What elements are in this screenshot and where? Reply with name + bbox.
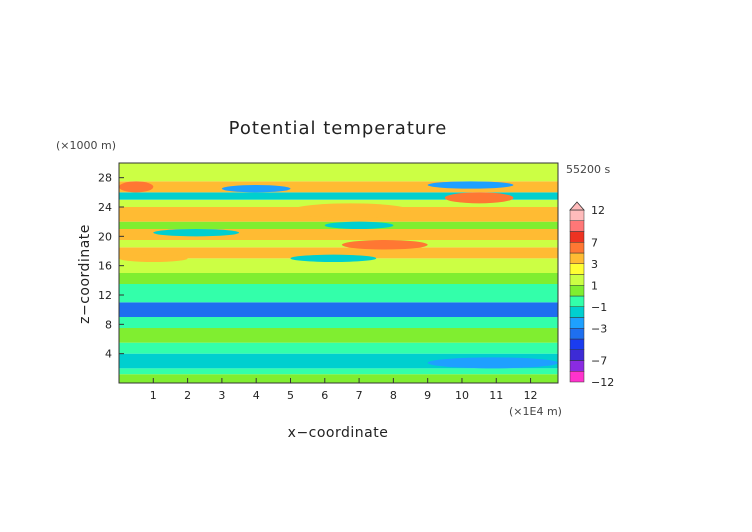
field-band-18 bbox=[119, 163, 558, 182]
colorbar-swatch-1 bbox=[569, 360, 585, 372]
x-tick-label-2: 3 bbox=[218, 389, 225, 402]
colorbar-swatch-5 bbox=[569, 317, 585, 329]
field-blob-5 bbox=[119, 181, 154, 193]
y-tick-label-3: 16 bbox=[98, 260, 112, 273]
colorbar-swatch-11 bbox=[569, 252, 585, 264]
colorbar-swatch-6 bbox=[569, 306, 585, 318]
colorbar-label-3: 1 bbox=[591, 279, 598, 292]
x-tick-label-6: 7 bbox=[356, 389, 363, 402]
colorbar-swatch-8 bbox=[569, 285, 585, 297]
field-band-12 bbox=[119, 229, 558, 240]
y-tick-label-0: 4 bbox=[105, 348, 112, 361]
colorbar-swatch-7 bbox=[569, 295, 585, 307]
y-tick-label-6: 28 bbox=[98, 172, 112, 185]
field-band-11 bbox=[119, 240, 558, 248]
y-axis-ticks: 4 8 12 16 20 24 28 bbox=[98, 172, 124, 361]
colorbar-label-4: −1 bbox=[591, 301, 607, 314]
colorbar-label-7: −12 bbox=[591, 376, 614, 389]
field-blob-9 bbox=[290, 254, 377, 262]
x-axis-label: x−coordinate bbox=[288, 425, 389, 441]
colorbar-label-5: −3 bbox=[591, 322, 607, 335]
x-tick-label-3: 4 bbox=[253, 389, 260, 402]
colorbar-swatch-12 bbox=[569, 242, 585, 254]
field-blob-1 bbox=[119, 306, 205, 314]
field-blob-8 bbox=[119, 254, 188, 262]
x-tick-label-8: 9 bbox=[424, 389, 431, 402]
field-band-5 bbox=[119, 317, 558, 328]
time-label: 55200 s bbox=[566, 163, 610, 176]
y-axis-unit: (×1000 m) bbox=[56, 139, 116, 152]
x-tick-label-1: 2 bbox=[184, 389, 191, 402]
plot-field bbox=[119, 163, 558, 383]
x-tick-label-10: 11 bbox=[489, 389, 503, 402]
x-tick-label-7: 8 bbox=[390, 389, 397, 402]
x-tick-label-4: 5 bbox=[287, 389, 294, 402]
colorbar-label-2: 3 bbox=[591, 258, 598, 271]
field-blob-2 bbox=[290, 203, 411, 219]
colorbar-swatch-2 bbox=[569, 349, 585, 361]
colorbar-swatch-3 bbox=[569, 338, 585, 350]
y-tick-label-4: 20 bbox=[98, 230, 112, 243]
plot-frame bbox=[118, 162, 559, 384]
field-band-8 bbox=[119, 273, 558, 284]
colorbar-swatch-0 bbox=[569, 371, 585, 383]
field-blob-4 bbox=[341, 240, 428, 250]
x-tick-label-5: 6 bbox=[321, 389, 328, 402]
x-tick-label-9: 10 bbox=[455, 389, 469, 402]
chart-title: Potential temperature bbox=[229, 118, 448, 139]
colorbar-label-1: 7 bbox=[591, 236, 598, 249]
colorbar: 12 7 3 1 −1 −3 −7 −12 bbox=[569, 201, 614, 389]
field-band-10 bbox=[119, 247, 558, 259]
colorbar-swatch-10 bbox=[569, 263, 585, 275]
x-tick-label-0: 1 bbox=[150, 389, 157, 402]
field-band-0 bbox=[119, 374, 558, 383]
x-axis-ticks: 1 2 3 4 5 6 7 8 9 10 11 12 bbox=[150, 378, 538, 402]
colorbar-label-0: 12 bbox=[591, 204, 605, 217]
field-band-16 bbox=[119, 192, 558, 200]
field-band-17 bbox=[119, 181, 558, 193]
field-blob-0 bbox=[393, 303, 531, 316]
y-tick-label-2: 12 bbox=[98, 289, 112, 302]
y-axis-label: z−coordinate bbox=[77, 224, 93, 324]
colorbar-swatch-4 bbox=[569, 328, 585, 340]
y-tick-label-5: 24 bbox=[98, 201, 112, 214]
colorbar-swatch-15 bbox=[569, 209, 585, 221]
x-axis-unit: (×1E4 m) bbox=[509, 405, 562, 418]
field-blob-3 bbox=[444, 192, 514, 204]
field-blob-7 bbox=[427, 181, 514, 189]
colorbar-swatch-9 bbox=[569, 274, 585, 286]
field-band-4 bbox=[119, 328, 558, 343]
field-band-15 bbox=[119, 199, 558, 207]
x-tick-label-11: 12 bbox=[524, 389, 538, 402]
field-blob-6 bbox=[221, 185, 291, 193]
field-band-3 bbox=[119, 342, 558, 354]
colorbar-extend-arrow bbox=[569, 201, 585, 211]
field-band-1 bbox=[119, 368, 558, 375]
field-blob-11 bbox=[153, 229, 240, 237]
field-blob-12 bbox=[324, 221, 394, 229]
field-blob-10 bbox=[427, 357, 558, 369]
field-band-7 bbox=[119, 284, 558, 303]
field-band-9 bbox=[119, 258, 558, 273]
colorbar-label-6: −7 bbox=[591, 355, 607, 368]
y-tick-label-1: 8 bbox=[105, 318, 112, 331]
colorbar-swatch-14 bbox=[569, 220, 585, 232]
colorbar-swatch-13 bbox=[569, 231, 585, 243]
